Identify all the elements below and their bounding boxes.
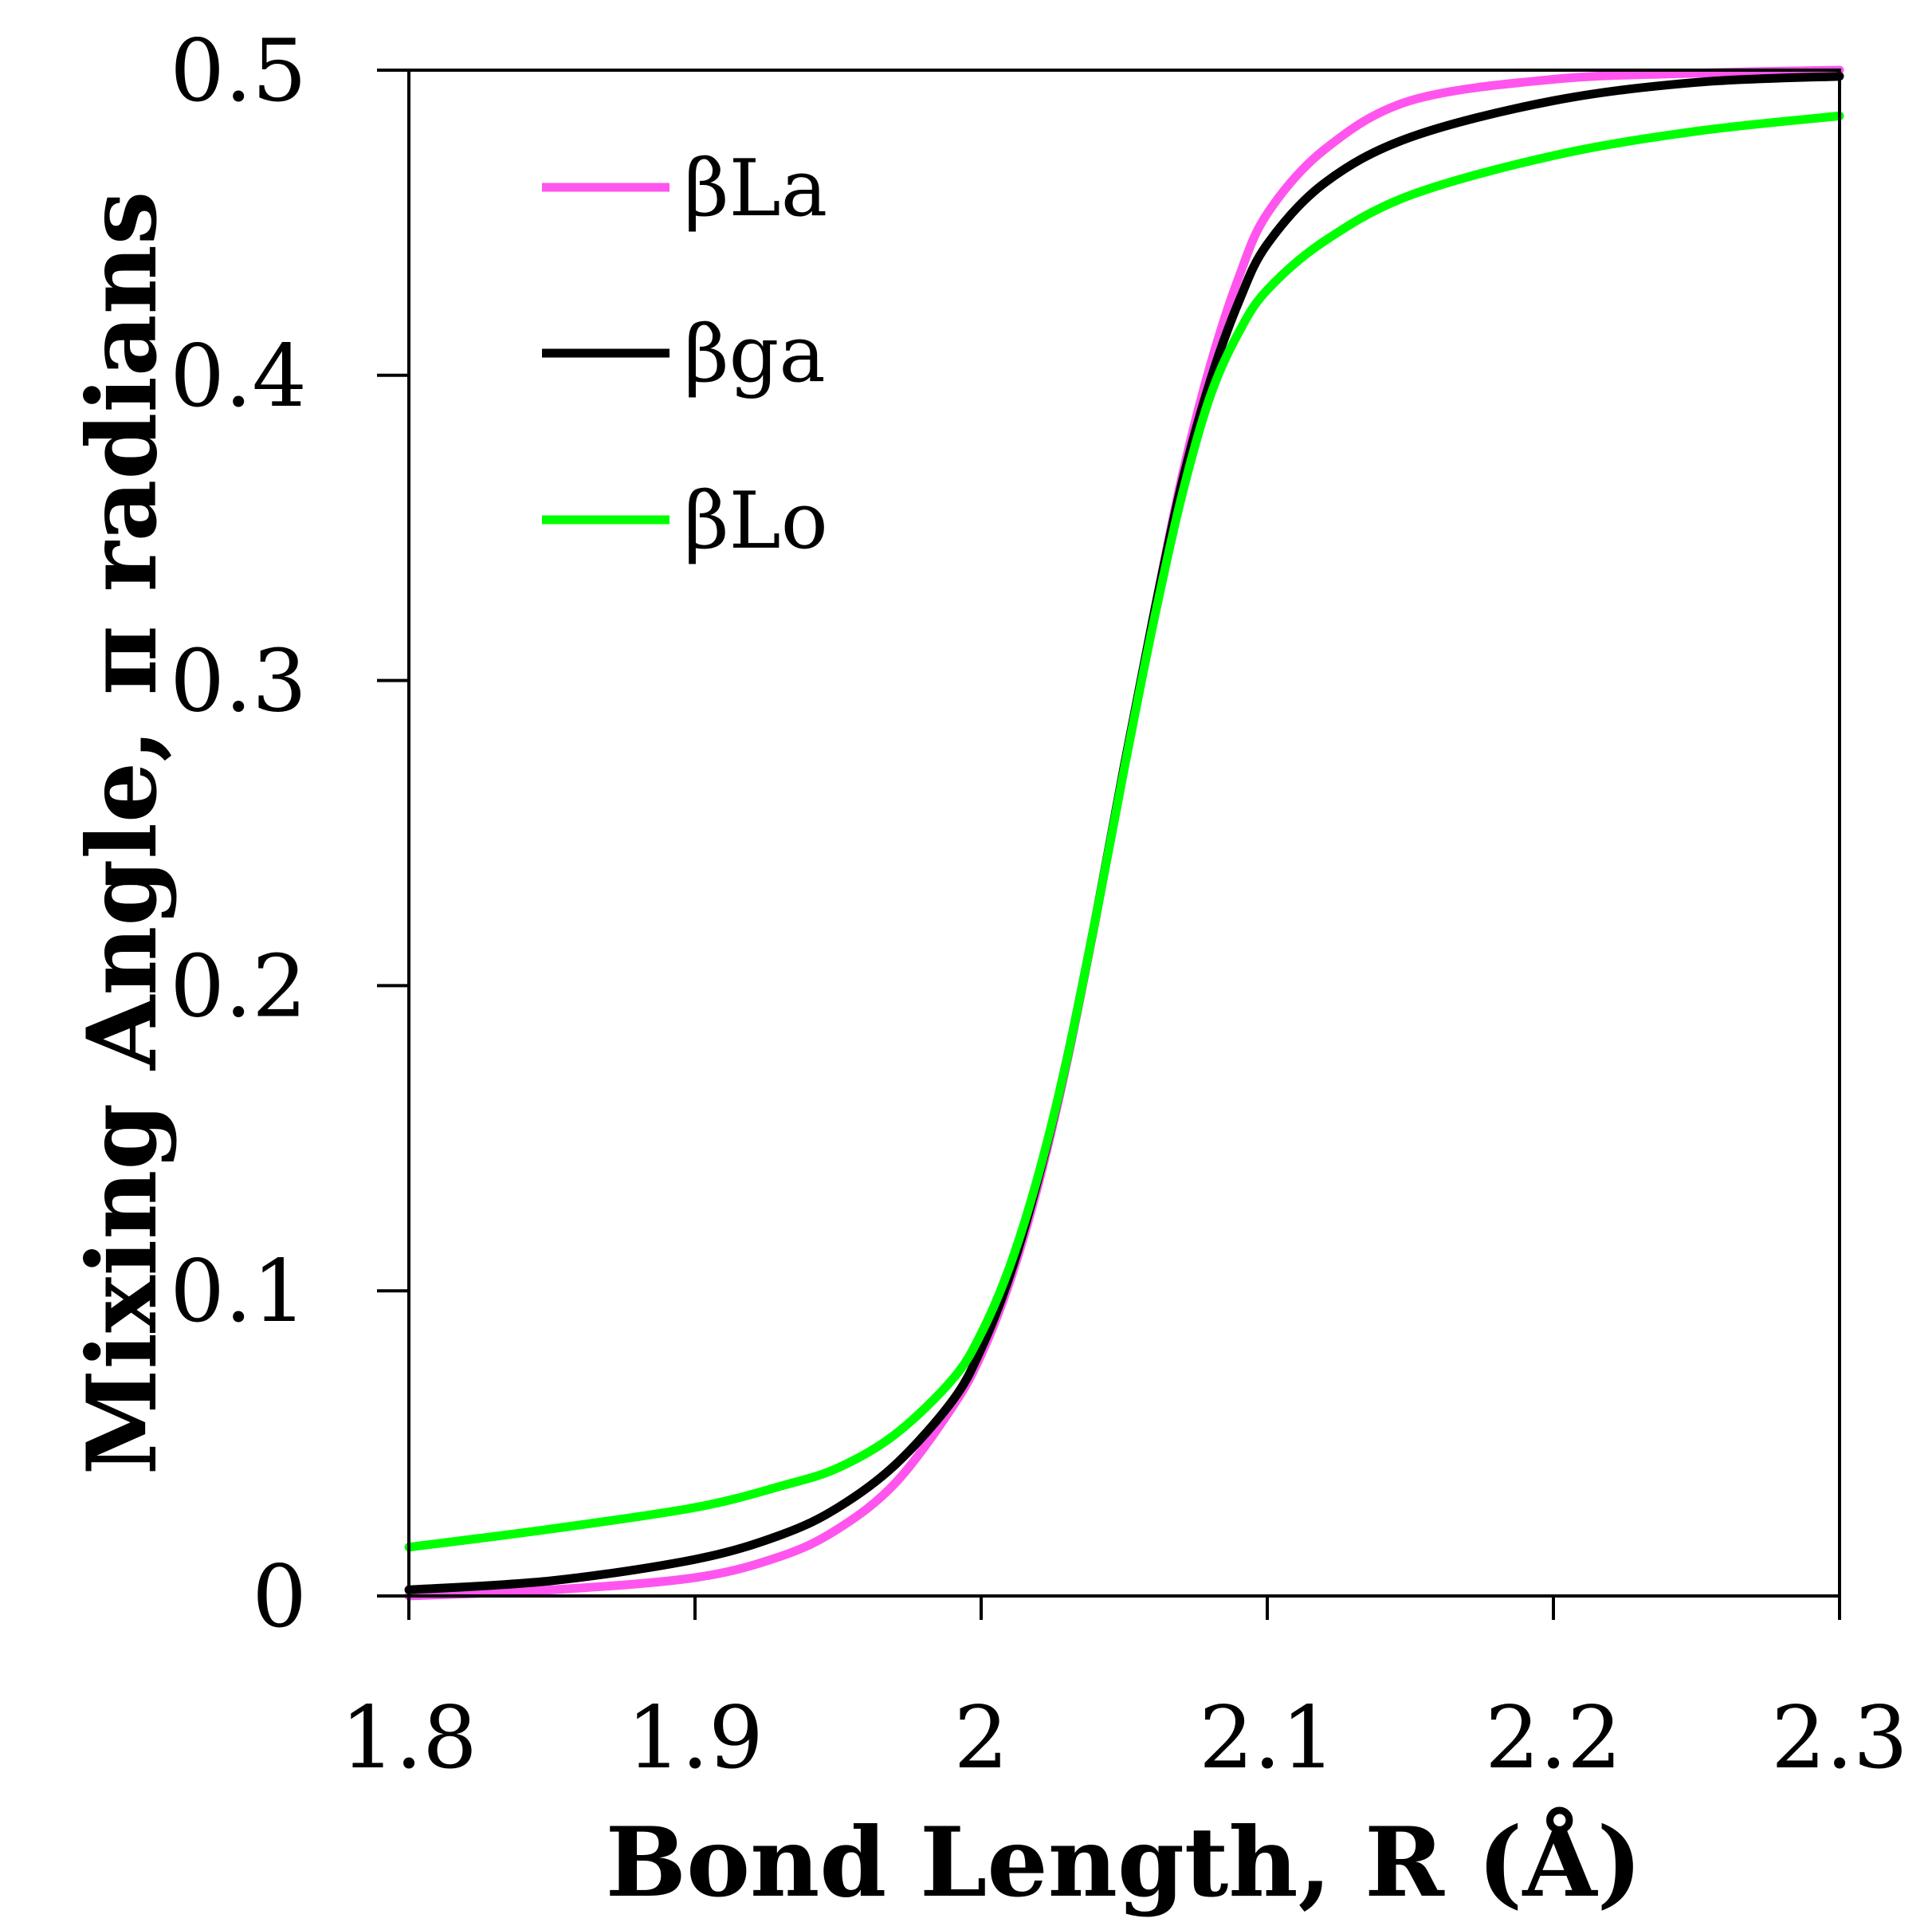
y-tick-label: 0: [252, 1547, 307, 1647]
legend-label-3: βLo: [684, 476, 828, 567]
x-tick-label: 1.9: [626, 1688, 764, 1788]
y-axis-ticks: 0 0.1 0.2 0.3 0.4 0.5: [170, 22, 409, 1647]
x-tick-label: 2.1: [1199, 1688, 1336, 1788]
x-tick-label: 2.3: [1771, 1688, 1908, 1788]
y-tick-label: 0.1: [170, 1242, 307, 1342]
y-tick-label: 0.3: [170, 632, 307, 732]
legend-label-1: βLa: [684, 143, 827, 234]
series-layer: [404, 65, 1844, 1601]
plot-frame: [407, 69, 1841, 1598]
y-axis-title: Mixing Angle, π radians: [66, 191, 179, 1476]
x-axis-title: Bond Length, R (Å): [606, 1806, 1643, 1919]
y-tick-label: 0.5: [170, 22, 307, 121]
x-tick-label: 2: [954, 1688, 1009, 1788]
x-axis-ticks: 1.8 1.9 2 2.1 2.2 2.3: [340, 1596, 1908, 1788]
series-line-3: [404, 111, 1844, 1552]
legend: βLa βga βLo: [542, 143, 828, 567]
y-tick-label: 0.2: [170, 937, 307, 1036]
x-tick-label: 2.2: [1485, 1688, 1622, 1788]
legend-label-2: βga: [684, 309, 826, 400]
x-tick-label: 1.8: [340, 1688, 477, 1788]
y-tick-label: 0.4: [170, 327, 307, 426]
